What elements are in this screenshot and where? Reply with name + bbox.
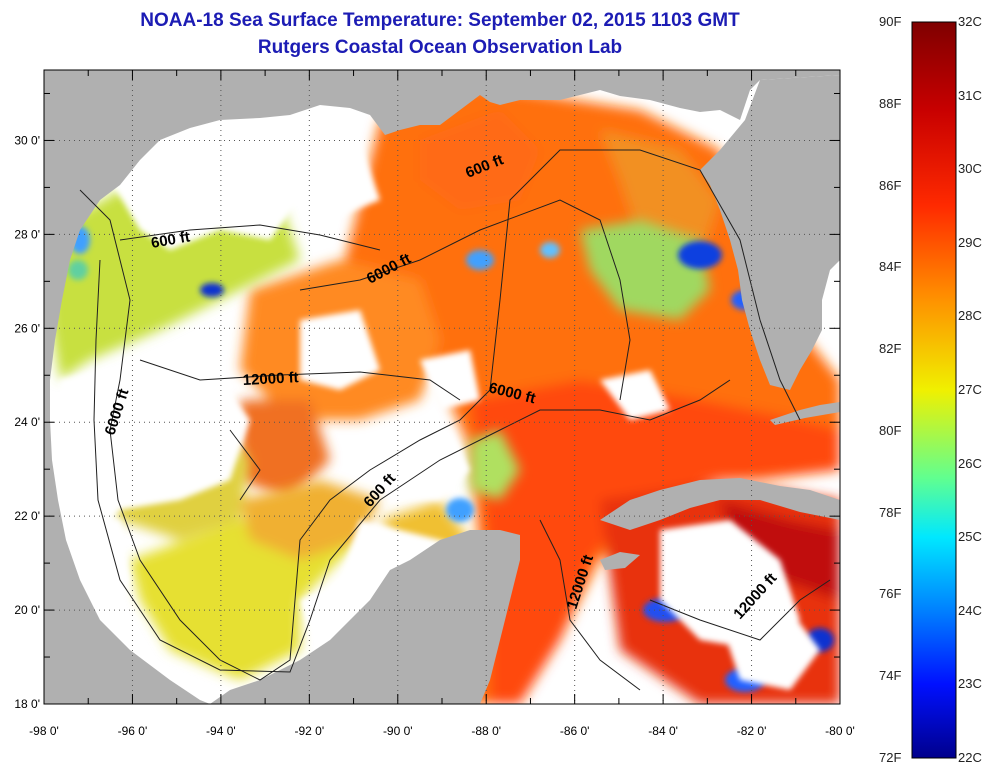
contour-label-600ft-2: 600 ft	[150, 228, 192, 252]
colorbar-celsius-label: 30C	[958, 161, 982, 177]
colorbar-celsius-label: 27C	[958, 382, 982, 397]
colorbar-fahrenheit-label: 76F	[879, 586, 902, 602]
axis-tick-labels: -98 0' -96 0' -94 0' -92 0' -90 0' -88 0' -86 …	[14, 133, 854, 738]
lon-tick-label: -88 0'	[471, 724, 501, 738]
lon-tick-label: -98 0'	[29, 724, 59, 738]
colorbar-celsius-label: 31C	[958, 87, 982, 103]
colorbar-fahrenheit-label: 86F	[879, 177, 902, 193]
lon-tick-label: -86 0'	[560, 724, 590, 738]
lat-tick-label: 18 0'	[14, 697, 40, 711]
lat-tick-label: 22 0'	[14, 509, 40, 523]
map-subtitle: Rutgers Coastal Ocean Observation Lab	[257, 37, 623, 58]
lat-tick-label: 30 0'	[14, 133, 40, 147]
lon-tick-label: -92 0'	[295, 724, 325, 738]
colorbar-celsius-label: 29C	[958, 234, 982, 250]
lon-tick-label: -94 0'	[206, 724, 236, 738]
lon-tick-label: -84 0'	[648, 724, 678, 738]
colorbar-celsius-label: 23C	[958, 676, 982, 692]
lon-tick-label: -90 0'	[383, 724, 413, 738]
colorbar-celsius-label: 25C	[958, 529, 982, 545]
colorbar-celsius-label: 32C	[958, 14, 982, 29]
depth-contours	[79, 149, 831, 691]
colorbar-celsius-label: 24C	[958, 602, 982, 618]
colorbar-celsius-label: 28C	[958, 308, 982, 324]
colorbar	[911, 21, 957, 759]
lon-tick-label: -82 0'	[737, 724, 767, 738]
colorbar-fahrenheit-label: 88F	[879, 95, 902, 111]
colorbar-celsius-label: 26C	[958, 455, 982, 471]
colorbar-fahrenheit-label: 80F	[879, 422, 902, 438]
land-mass	[44, 70, 840, 704]
lat-tick-label: 24 0'	[14, 415, 40, 429]
lat-tick-label: 26 0'	[14, 321, 40, 335]
colorbar-celsius-label: 22C	[958, 750, 982, 765]
colorbar-fahrenheit-label: 74F	[879, 668, 902, 684]
colorbar-fahrenheit-label: 82F	[879, 341, 902, 357]
lat-tick-label: 28 0'	[14, 227, 40, 241]
axis-ticks	[43, 70, 841, 705]
graticule	[44, 70, 840, 704]
lon-tick-label: -96 0'	[118, 724, 148, 738]
colorbar-fahrenheit-label: 72F	[879, 750, 902, 765]
lat-tick-label: 20 0'	[14, 603, 40, 617]
colorbar-fahrenheit-label: 84F	[879, 259, 902, 275]
contour-label-12000ft-1: 12000 ft	[242, 369, 299, 389]
map-title: NOAA-18 Sea Surface Temperature: Septemb…	[140, 10, 740, 31]
lon-tick-label: -80 0'	[825, 724, 855, 738]
colorbar-fahrenheit-label: 78F	[879, 504, 902, 520]
colorbar-fahrenheit-label: 90F	[879, 14, 902, 29]
